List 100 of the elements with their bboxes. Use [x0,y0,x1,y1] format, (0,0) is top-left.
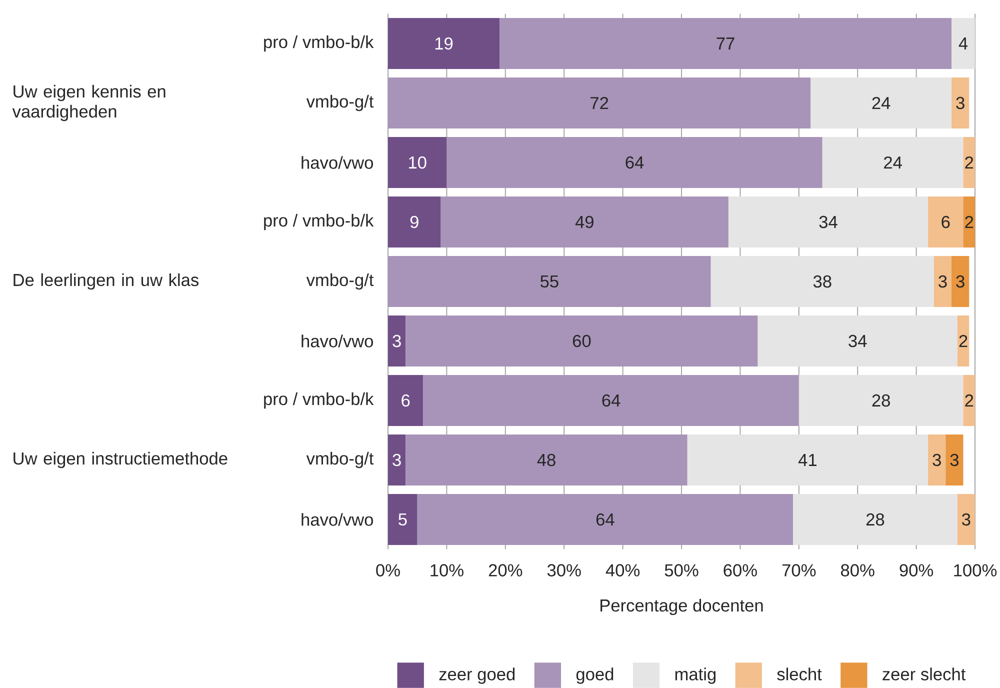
bar [952,78,970,128]
bar [963,374,975,426]
bar [500,18,952,69]
bar [952,18,975,69]
data-label: 19 [435,37,453,50]
data-label: 72 [590,96,608,110]
x-tick-label: 80% [841,564,874,576]
data-label: 28 [872,394,890,407]
legend-label: zeer goed [439,668,515,684]
data-label: 3 [956,275,964,288]
bar [957,315,970,366]
data-label: 2 [965,216,974,228]
x-tick-label: 10% [430,564,464,576]
x-axis-title: Percentage docenten [600,598,763,616]
x-tick-label: 70% [782,564,816,576]
bar [710,256,934,307]
bar [446,137,822,188]
data-label: 24 [872,96,890,110]
data-label: 4 [958,38,968,50]
data-label: 64 [596,513,614,526]
bar [423,374,799,426]
data-label: 3 [956,96,964,110]
x-tick-label: 100% [954,564,997,576]
y-tick-label: pro / vmbo-b/k [264,392,374,409]
data-label: 10 [409,156,426,169]
y-tick-label: havo/vwo [302,334,373,348]
data-label: 24 [884,156,902,169]
bar [388,494,418,545]
y-tick-label: vmbo-g/t [306,273,374,290]
data-label: 2 [965,156,974,169]
bar [388,78,811,128]
bar [934,256,952,307]
data-label: 64 [626,156,644,169]
bar [963,196,975,248]
data-label: 3 [950,454,959,466]
data-label: 38 [813,275,832,288]
data-label: 2 [965,394,974,407]
bar [388,18,500,69]
data-label: 41 [798,454,817,466]
data-label: 3 [932,454,941,466]
bar [810,78,952,128]
bar [440,196,728,248]
data-label: 9 [410,216,418,228]
bar [957,494,975,545]
y-tick-label: havo/vwo [302,156,373,169]
bar [793,494,958,545]
legend-label: goed [576,668,614,684]
bar [417,494,794,545]
data-label: 34 [848,334,867,348]
x-tick-label: 50% [664,564,698,576]
data-label: 3 [392,454,401,466]
legend-label: zeer slecht [882,668,966,680]
text: De leerlingen in uw klas [14,273,199,290]
bar [963,137,975,188]
x-tick-label: 60% [724,564,757,576]
text: Uw eigen kennis en vaardigheden [12,84,166,122]
bar [687,434,928,486]
bar [388,315,406,366]
bar [798,374,964,426]
data-label: 3 [392,334,401,348]
bar [388,434,406,486]
bar [388,137,447,188]
x-tick-label: 20% [488,564,522,576]
x-tick-label: 0% [376,564,400,576]
x-tick-label: 40% [606,564,640,576]
legend-label: matig [675,668,716,684]
x-tick-label: 30% [547,564,581,576]
bar [388,196,441,248]
data-label: 6 [942,216,950,228]
text: Uw eigen instructiemethode [14,452,228,468]
bar [406,315,758,366]
data-label: 28 [866,513,884,526]
y-tick-label: vmbo-g/t [306,94,374,112]
data-label: 5 [398,513,407,526]
bar [758,315,958,366]
bar [928,434,946,486]
data-label: 34 [819,216,838,228]
bar [388,256,711,307]
bar [822,137,964,188]
data-label: 55 [540,275,558,288]
x-tick-label: 90% [900,564,934,576]
data-label: 2 [959,334,968,348]
bar [388,374,424,426]
bar [952,256,970,307]
y-tick-label: pro / vmbo-b/k [264,35,374,52]
data-label: 77 [716,38,734,50]
data-label: 3 [962,513,970,526]
y-tick-label: vmbo-g/t [306,452,374,468]
data-label: 48 [537,454,556,466]
y-tick-label: pro / vmbo-b/k [264,214,374,230]
data-label: 64 [602,394,620,407]
bar [946,434,964,486]
data-label: 60 [572,334,591,348]
legend-label: slecht [777,668,822,680]
bar [406,434,688,486]
bar [928,196,964,248]
bar [728,196,928,248]
data-label: 49 [575,216,594,228]
data-label: 6 [402,394,410,407]
y-tick-label: havo/vwo [302,513,373,526]
